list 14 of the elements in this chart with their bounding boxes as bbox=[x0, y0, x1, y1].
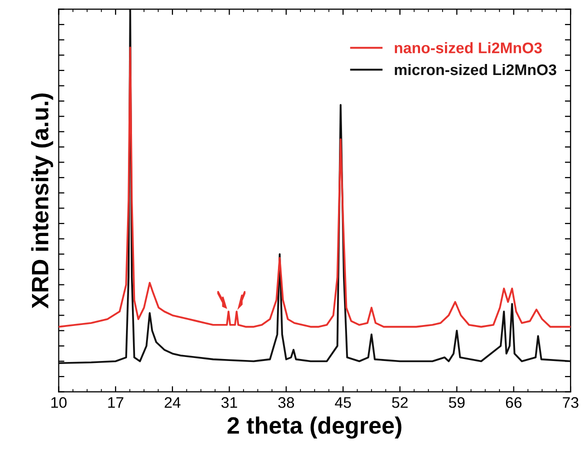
x-tick-label: 45 bbox=[334, 397, 351, 408]
x-axis-title: 2 theta (degree) bbox=[228, 416, 402, 439]
x-tick-label: 38 bbox=[278, 397, 294, 408]
x-tick-label: 31 bbox=[221, 397, 238, 408]
x-tick-label: 59 bbox=[448, 397, 465, 408]
x-tick-label: 17 bbox=[108, 397, 124, 408]
x-tick-label: 52 bbox=[392, 397, 408, 408]
x-tick-label: 73 bbox=[562, 397, 578, 408]
legend-label: micron-sized Li2MnO3 bbox=[394, 64, 556, 76]
x-tick-label: 24 bbox=[164, 397, 180, 408]
y-axis-title: XRD intensity (a.u.) bbox=[31, 93, 54, 309]
legend-label: nano-sized Li2MnO3 bbox=[394, 42, 542, 54]
x-tick-label: 10 bbox=[51, 397, 67, 408]
x-tick-label: 66 bbox=[506, 397, 522, 408]
